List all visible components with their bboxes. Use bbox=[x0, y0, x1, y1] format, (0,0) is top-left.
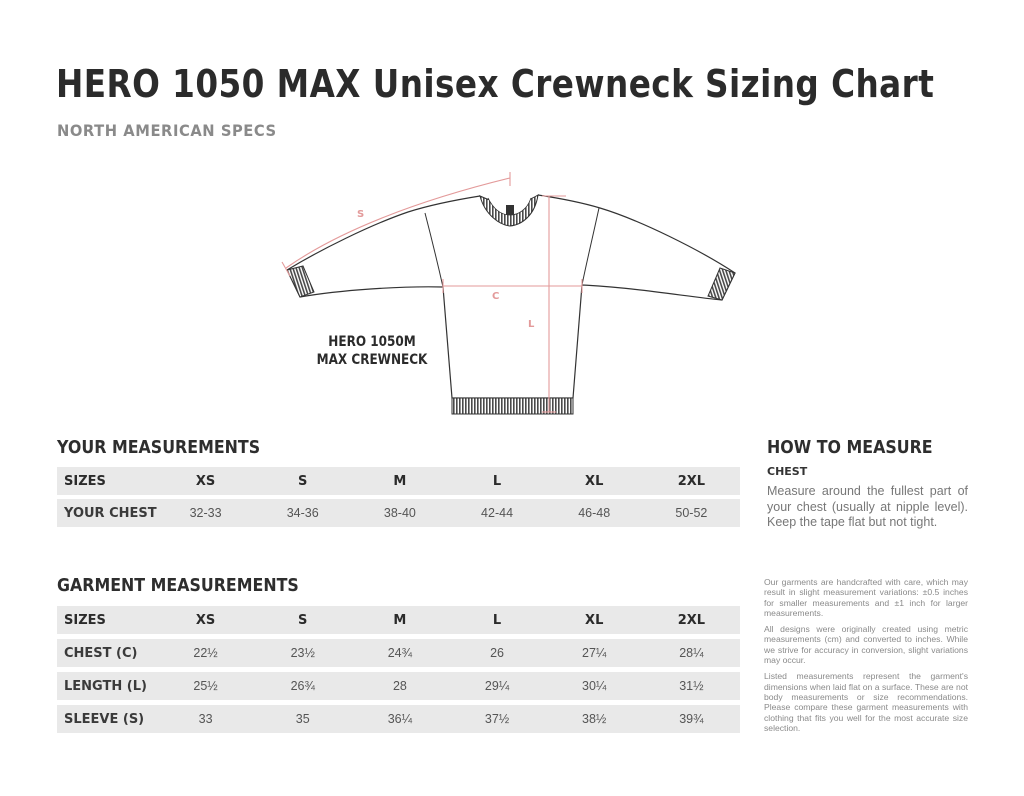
table-cell: 34-36 bbox=[254, 499, 352, 527]
table-cell: 28 bbox=[351, 672, 449, 700]
table-cell: 23½ bbox=[254, 639, 352, 667]
table-cell: 32-33 bbox=[157, 499, 255, 527]
header-cell: L bbox=[448, 606, 546, 634]
header-cell: SIZES bbox=[57, 606, 157, 634]
table-row: CHEST (C) 22½ 23½ 24¾ 26 27¼ 28¼ bbox=[57, 639, 740, 667]
header-cell: XS bbox=[157, 467, 255, 495]
header-cell: S bbox=[254, 467, 352, 495]
table-cell: 25½ bbox=[157, 672, 255, 700]
chest-subheading: CHEST bbox=[767, 465, 808, 478]
row-label: LENGTH (L) bbox=[57, 672, 157, 700]
table-cell: 24¾ bbox=[351, 639, 449, 667]
table-row: LENGTH (L) 25½ 26¾ 28 29¼ 30¼ 31½ bbox=[57, 672, 740, 700]
right-cuff bbox=[707, 267, 736, 301]
table-header-row: SIZES XS S M L XL 2XL bbox=[57, 606, 740, 634]
garment-measurements-table: SIZES XS S M L XL 2XL CHEST (C) 22½ 23½ … bbox=[57, 601, 740, 738]
product-label-line2: MAX CREWNECK bbox=[317, 352, 429, 368]
how-to-measure-text: Measure around the fullest part of your … bbox=[767, 484, 968, 529]
header-cell: M bbox=[351, 467, 449, 495]
table-cell: 39¾ bbox=[642, 705, 740, 733]
table-cell: 29¼ bbox=[448, 672, 546, 700]
table-cell: 50-52 bbox=[642, 499, 740, 527]
crewneck-diagram: S C L HERO 1050M MAX CREWNECK bbox=[281, 172, 736, 415]
table-cell: 26 bbox=[448, 639, 546, 667]
row-label: CHEST (C) bbox=[57, 639, 157, 667]
chest-marker: C bbox=[492, 291, 499, 302]
note-paragraph: Our garments are handcrafted with care, … bbox=[764, 577, 968, 618]
header-cell: 2XL bbox=[642, 467, 740, 495]
sleeve-marker: S bbox=[357, 209, 364, 220]
table-row: SLEEVE (S) 33 35 36¼ 37½ 38½ 39¾ bbox=[57, 705, 740, 733]
table-cell: 27¼ bbox=[545, 639, 643, 667]
table-cell: 30¼ bbox=[545, 672, 643, 700]
note-paragraph: Listed measurements represent the garmen… bbox=[764, 671, 968, 733]
product-label-line1: HERO 1050M bbox=[328, 334, 415, 350]
header-cell: 2XL bbox=[642, 606, 740, 634]
header-cell: XS bbox=[157, 606, 255, 634]
header-cell: XL bbox=[545, 467, 643, 495]
table-cell: 38-40 bbox=[351, 499, 449, 527]
note-paragraph: All designs were originally created usin… bbox=[764, 624, 968, 666]
table-cell: 36¼ bbox=[351, 705, 449, 733]
table-cell: 42-44 bbox=[448, 499, 546, 527]
your-measurements-table: SIZES XS S M L XL 2XL YOUR CHEST 32-33 3… bbox=[57, 463, 740, 531]
page-title: HERO 1050 MAX Unisex Crewneck Sizing Cha… bbox=[56, 62, 935, 106]
header-cell: SIZES bbox=[57, 467, 157, 495]
table-row: YOUR CHEST 32-33 34-36 38-40 42-44 46-48… bbox=[57, 499, 740, 527]
row-label: YOUR CHEST bbox=[57, 499, 157, 527]
table-cell: 37½ bbox=[448, 705, 546, 733]
garment-measurements-heading: GARMENT MEASUREMENTS bbox=[57, 575, 299, 596]
row-label: SLEEVE (S) bbox=[57, 705, 157, 733]
header-cell: L bbox=[448, 467, 546, 495]
table-cell: 28¼ bbox=[642, 639, 740, 667]
your-measurements-heading: YOUR MEASUREMENTS bbox=[57, 437, 261, 458]
table-cell: 31½ bbox=[642, 672, 740, 700]
length-marker: L bbox=[528, 319, 535, 330]
header-cell: XL bbox=[545, 606, 643, 634]
header-cell: M bbox=[351, 606, 449, 634]
left-cuff bbox=[286, 265, 315, 298]
table-header-row: SIZES XS S M L XL 2XL bbox=[57, 467, 740, 495]
table-cell: 46-48 bbox=[545, 499, 643, 527]
measurement-notes: Our garments are handcrafted with care, … bbox=[764, 577, 968, 739]
table-cell: 26¾ bbox=[254, 672, 352, 700]
table-cell: 38½ bbox=[545, 705, 643, 733]
page-subtitle: NORTH AMERICAN SPECS bbox=[57, 121, 277, 140]
waistband bbox=[451, 397, 574, 415]
table-cell: 33 bbox=[157, 705, 255, 733]
table-cell: 35 bbox=[254, 705, 352, 733]
how-to-measure-heading: HOW TO MEASURE bbox=[767, 437, 933, 458]
header-cell: S bbox=[254, 606, 352, 634]
table-cell: 22½ bbox=[157, 639, 255, 667]
